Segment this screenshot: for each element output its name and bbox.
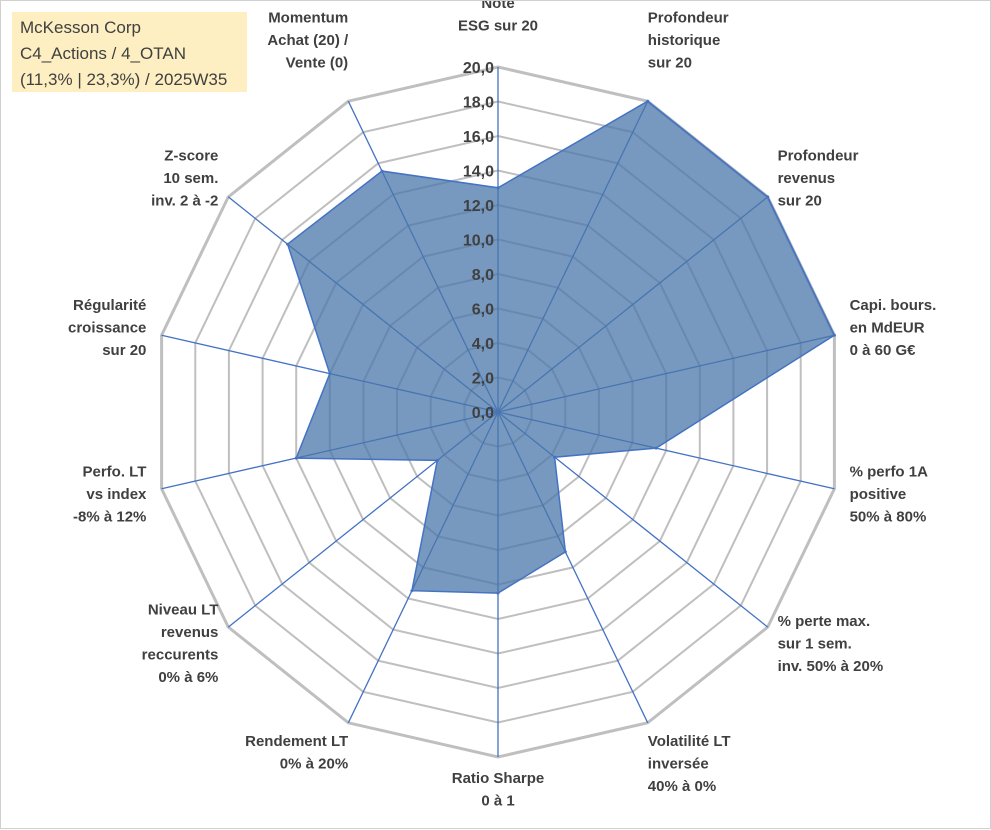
axis-label: Note ESG sur 20 [458,1,538,35]
radial-tick-labels: 0,0 2,0 4,0 6,0 8,0 10,0 12,0 14,0 16,0 18,0 20,0 [463,60,494,422]
axis-label: Perfo. LT vs index -8% à 12% [73,463,147,525]
tick-label: 14,0 [463,164,494,181]
data-point [294,456,298,460]
axis-label: Z-score 10 sem. inv. 2 à -2 [151,148,218,210]
data-point [563,550,567,554]
company-name: McKesson Corp [20,18,141,37]
tick-label: 12,0 [463,198,494,215]
portfolio-category: C4_Actions / 4_OTAN [20,44,186,63]
axis-label: Profondeur historique sur 20 [648,9,729,71]
tick-label: 8,0 [472,267,494,284]
axis-label: Ratio Sharpe 0 à 1 [452,770,545,810]
radar-series [286,99,836,595]
tick-label: 6,0 [472,302,494,319]
series-area [286,100,836,594]
data-point [832,333,836,337]
data-point [328,372,332,376]
data-point [496,186,500,190]
axis-label: Capi. bours. en MdEUR 0 à 60 G€ [850,297,937,359]
tick-label: 20,0 [463,60,494,77]
axis-label: Momentum Achat (20) / Vente (0) [267,9,349,71]
data-point [380,169,384,173]
axis-label: Niveau LT revenus reccurents 0% à 6% [142,602,219,687]
tick-label: 0,0 [472,405,494,422]
axis-label: Profondeur revenus sur 20 [778,148,859,210]
axis-label: Volatilité LT inversée 40% à 0% [648,733,731,795]
axis-labels: Note ESG sur 20 Profondeur historique sur 20… [68,1,936,810]
data-point [286,242,290,246]
data-point [646,99,650,103]
tick-label: 2,0 [472,371,494,388]
info-box: McKesson Corp C4_Actions / 4_OTAN (11,3%… [12,12,247,92]
data-point [654,446,658,450]
data-point [435,458,439,462]
data-point [766,195,770,199]
tick-label: 18,0 [463,95,494,112]
axis-label: Rendement LT 0% à 20% [245,733,348,773]
axis-label: % perfo 1A positive 50% à 80% [850,463,929,525]
tick-label: 10,0 [463,233,494,250]
data-point [410,589,414,593]
axis-label: % perte max. sur 1 sem. inv. 50% à 20% [778,613,884,675]
data-point [553,455,557,459]
tick-label: 16,0 [463,129,494,146]
performance-summary: (11,3% | 23,3%) / 2025W35 [20,70,228,89]
data-point [496,591,500,595]
tick-label: 4,0 [472,336,494,353]
axis-label: Régularité croissance sur 20 [68,297,146,359]
